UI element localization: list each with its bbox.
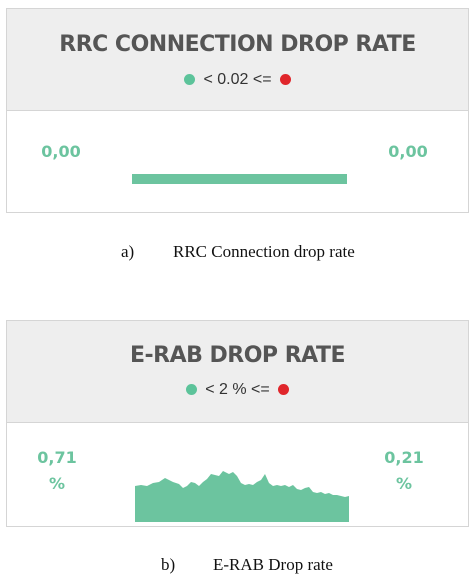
erab-value-left-number: 0,71 [37, 448, 77, 467]
rrc-threshold-legend: < 0.02 <= [7, 71, 468, 89]
erab-sparkline-area [135, 471, 349, 522]
rrc-threshold-text: < 0.02 <= [203, 71, 272, 88]
caption-b-text: E-RAB Drop rate [213, 555, 333, 574]
erab-value-right: 0,21 % [384, 445, 424, 497]
erab-value-left: 0,71 % [37, 445, 77, 497]
green-status-dot-icon [184, 74, 196, 85]
rrc-value-right: 0,00 [388, 142, 428, 161]
green-status-dot-icon [185, 384, 197, 395]
erab-panel-header: E-RAB DROP RATE < 2 % <= [7, 321, 468, 423]
erab-value-left-unit: % [48, 474, 66, 493]
caption-a-text: RRC Connection drop rate [173, 242, 355, 261]
erab-sparkline [135, 471, 349, 522]
caption-b-tag: b) [161, 555, 176, 574]
erab-drop-rate-panel: E-RAB DROP RATE < 2 % <= 0,71 % 0,21 % [6, 320, 469, 527]
rrc-panel-header: RRC CONNECTION DROP RATE < 0.02 <= [7, 9, 468, 111]
caption-b: b) E-RAB Drop rate [161, 555, 333, 575]
erab-value-right-number: 0,21 [384, 448, 424, 467]
erab-value-right-unit: % [395, 474, 413, 493]
caption-a-tag: a) [121, 242, 135, 261]
rrc-panel-title: RRC CONNECTION DROP RATE [59, 32, 416, 57]
red-status-dot-icon [278, 384, 290, 395]
red-status-dot-icon [279, 74, 291, 85]
caption-a: a) RRC Connection drop rate [121, 242, 355, 262]
rrc-sparkline [132, 174, 347, 184]
rrc-value-left: 0,00 [41, 142, 81, 161]
erab-panel-title: E-RAB DROP RATE [129, 343, 346, 368]
erab-threshold-legend: < 2 % <= [7, 381, 468, 399]
rrc-sparkline-bar [132, 174, 347, 184]
erab-threshold-text: < 2 % <= [205, 381, 270, 398]
rrc-connection-drop-rate-panel: RRC CONNECTION DROP RATE < 0.02 <= 0,00 … [6, 8, 469, 213]
